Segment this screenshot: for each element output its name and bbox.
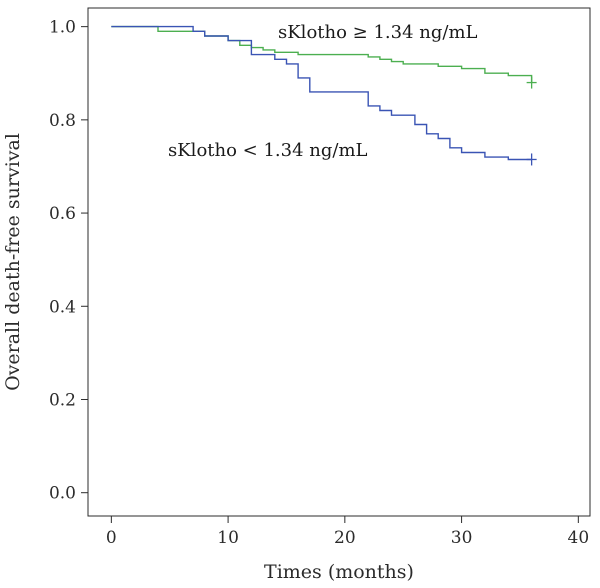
x-tick-label: 30 [451, 528, 473, 548]
x-axis-title: Times (months) [264, 561, 414, 583]
y-tick-label: 0.0 [49, 484, 76, 504]
y-tick-label: 0.8 [49, 111, 76, 131]
censor-mark [526, 76, 537, 89]
y-tick-label: 0.6 [49, 204, 76, 224]
x-tick-label: 40 [568, 528, 590, 548]
plot-frame [87, 7, 591, 517]
series-label-high: sKlotho ≥ 1.34 ng/mL [278, 22, 478, 43]
x-tick-label: 0 [106, 528, 117, 548]
series-line-1 [111, 25, 532, 161]
series-label-low: sKlotho < 1.34 ng/mL [168, 140, 368, 161]
y-axis-title: Overall death-free survival [2, 133, 24, 391]
series-layer [111, 25, 537, 166]
y-tick-label: 1.0 [49, 18, 76, 38]
censor-mark [526, 153, 537, 166]
y-tick-label: 0.2 [49, 390, 76, 410]
x-tick-label: 10 [217, 528, 239, 548]
x-tick-label: 20 [334, 528, 356, 548]
y-tick-label: 0.4 [49, 297, 76, 317]
x-axis: 0 10 20 30 40 [106, 516, 589, 548]
y-axis: 0.0 0.2 0.4 0.6 0.8 1.0 [49, 18, 88, 504]
